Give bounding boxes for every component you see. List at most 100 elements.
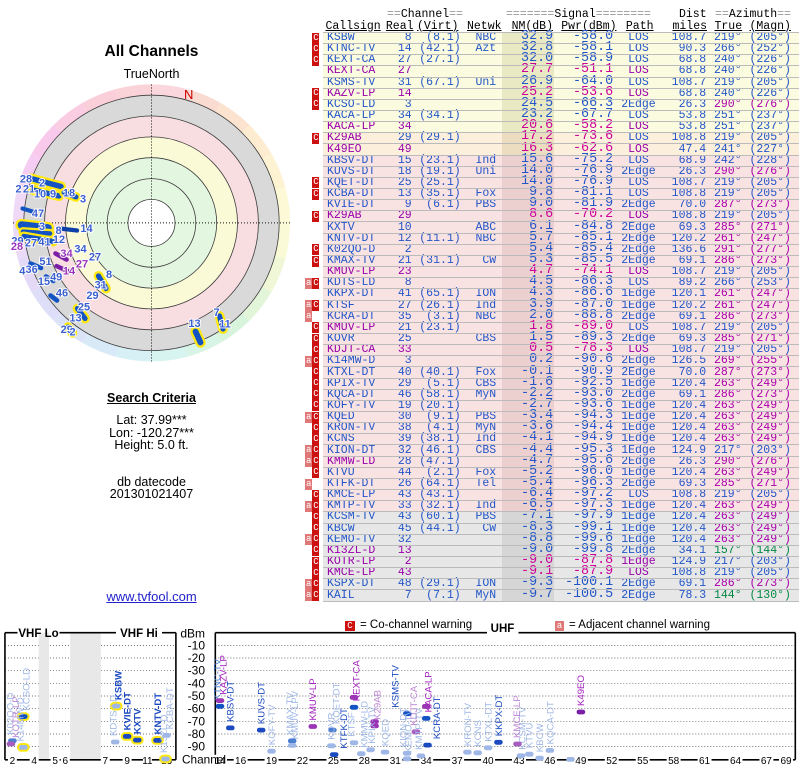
svg-text:KSBW: KSBW [114, 670, 125, 700]
svg-text:-90: -90 [188, 740, 206, 754]
svg-text:KDTS-LD: KDTS-LD [109, 695, 120, 736]
svg-text:KRON-TV: KRON-TV [463, 702, 474, 746]
svg-text:29: 29 [61, 324, 73, 336]
svg-text:KTNC-TV: KTNC-TV [212, 658, 223, 700]
svg-text:8: 8 [106, 269, 112, 281]
svg-text:2: 2 [39, 178, 45, 190]
svg-text:61: 61 [699, 756, 711, 767]
svg-text:dBm: dBm [180, 627, 205, 641]
svg-text:49: 49 [50, 271, 62, 283]
svg-text:VHF Hi: VHF Hi [120, 628, 158, 640]
svg-text:31: 31 [390, 756, 402, 767]
svg-text:5: 5 [52, 756, 58, 767]
svg-text:KBCW: KBCW [535, 722, 546, 752]
svg-text:27: 27 [25, 238, 37, 250]
svg-text:31: 31 [95, 280, 107, 292]
svg-text:Channel: Channel [182, 753, 226, 767]
svg-text:KUVS-DT: KUVS-DT [257, 682, 268, 724]
svg-text:-60: -60 [188, 702, 206, 716]
svg-text:KVIE-DT: KVIE-DT [123, 692, 134, 731]
svg-text:3: 3 [80, 194, 86, 206]
svg-text:KBSV-DT: KBSV-DT [226, 681, 237, 722]
svg-text:19: 19 [266, 756, 278, 767]
svg-text:KTFK-DT: KTFK-DT [339, 708, 350, 749]
svg-text:9: 9 [124, 756, 130, 767]
svg-text:12: 12 [53, 234, 65, 246]
svg-text:KEMO-TV: KEMO-TV [404, 708, 415, 752]
svg-text:13: 13 [69, 313, 81, 325]
svg-text:KMUV-LP: KMUV-LP [308, 678, 319, 720]
svg-text:KMCE-LP: KMCE-LP [512, 695, 523, 738]
svg-text:KMTP-TV: KMTP-TV [414, 707, 425, 750]
svg-text:9: 9 [50, 189, 56, 201]
svg-text:KDJT-CA: KDJT-CA [409, 685, 420, 726]
svg-text:25: 25 [78, 302, 90, 314]
svg-text:52: 52 [606, 756, 618, 767]
svg-text:27: 27 [89, 252, 101, 264]
svg-text:46: 46 [56, 288, 68, 300]
svg-text:KTVU: KTVU [525, 723, 536, 749]
svg-text:KKPX-DT: KKPX-DT [494, 695, 505, 737]
svg-text:K14MW-D: K14MW-D [16, 697, 27, 741]
svg-text:2: 2 [15, 184, 21, 196]
svg-text:47: 47 [32, 208, 44, 220]
svg-text:2: 2 [10, 756, 16, 767]
svg-text:16: 16 [235, 756, 247, 767]
svg-text:49: 49 [575, 756, 587, 767]
svg-text:KACA-LP: KACA-LP [424, 671, 435, 712]
svg-text:14: 14 [63, 266, 76, 278]
svg-text:KCSO-LD: KCSO-LD [22, 668, 33, 711]
svg-text:KQET-DT: KQET-DT [331, 682, 342, 724]
svg-text:29: 29 [11, 236, 23, 248]
svg-text:KCNS: KCNS [473, 720, 484, 747]
svg-text:28: 28 [20, 174, 32, 186]
svg-text:KMMW-LD: KMMW-LD [360, 701, 371, 748]
svg-text:KCRA-DT: KCRA-DT [432, 696, 443, 739]
svg-text:2: 2 [70, 326, 76, 338]
svg-text:10: 10 [34, 189, 46, 201]
svg-text:KOFY-TV: KOFY-TV [267, 704, 278, 745]
svg-text:KOTR-LP: KOTR-LP [11, 696, 22, 738]
svg-text:KMUV-LPV: KMUV-LPV [290, 690, 301, 739]
svg-text:KNTV-DT: KNTV-DT [153, 693, 164, 735]
svg-text:KQCA-DT: KQCA-DT [545, 701, 556, 744]
svg-text:KAZV-LP: KAZV-LP [218, 655, 229, 694]
svg-text:K49EO: K49EO [576, 675, 587, 706]
svg-text:-30: -30 [188, 664, 206, 678]
svg-text:KSMS-TV: KSMS-TV [391, 664, 402, 707]
svg-text:KQED: KQED [380, 719, 391, 746]
svg-text:-20: -20 [188, 651, 206, 665]
svg-text:-80: -80 [188, 727, 206, 741]
svg-text:34: 34 [421, 756, 433, 767]
svg-text:41: 41 [38, 237, 50, 249]
svg-text:KCSM-TV: KCSM-TV [517, 706, 528, 750]
svg-text:KEXT-CA: KEXT-CA [351, 660, 362, 702]
svg-text:43: 43 [513, 756, 525, 767]
svg-text:13: 13 [188, 318, 200, 330]
svg-text:29: 29 [86, 290, 98, 302]
svg-text:KXTV: KXTV [133, 708, 144, 734]
svg-text:UHF: UHF [491, 623, 515, 635]
svg-text:34: 34 [74, 244, 87, 256]
svg-text:34: 34 [60, 248, 73, 260]
svg-text:KPIX-TV: KPIX-TV [367, 706, 378, 744]
svg-text:K29AB: K29AB [373, 690, 384, 720]
svg-text:11: 11 [142, 756, 153, 767]
svg-text:7: 7 [103, 756, 109, 767]
svg-text:37: 37 [452, 756, 464, 767]
svg-text:64: 64 [730, 756, 742, 767]
svg-text:-50: -50 [188, 689, 206, 703]
svg-text:27: 27 [76, 259, 88, 271]
svg-text:KTSF: KTSF [346, 712, 357, 737]
svg-text:KTXL-DT: KTXL-DT [484, 702, 495, 742]
svg-text:KMAX-TV: KMAX-TV [285, 692, 296, 735]
svg-text:-10: -10 [188, 638, 206, 652]
svg-text:14: 14 [80, 223, 93, 235]
svg-text:69: 69 [780, 756, 792, 767]
svg-text:KOVR: KOVR [326, 713, 337, 740]
svg-text:15: 15 [38, 276, 50, 288]
svg-text:8: 8 [55, 225, 61, 237]
svg-text:25: 25 [328, 756, 340, 767]
svg-text:36: 36 [25, 264, 37, 276]
svg-text:11: 11 [219, 319, 231, 331]
